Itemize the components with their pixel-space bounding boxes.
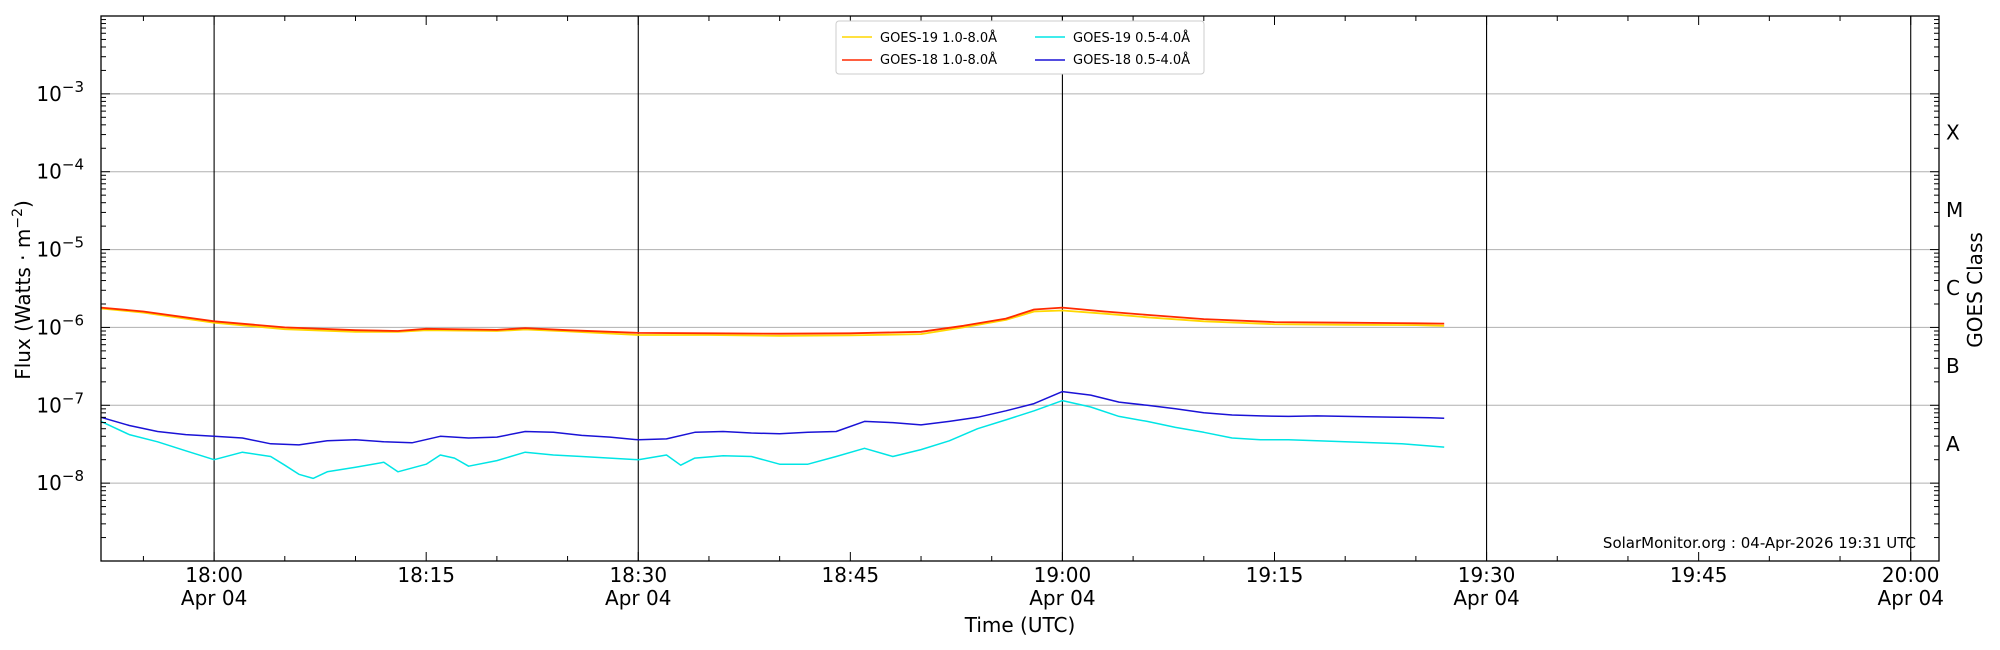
- goes-class-label: M: [1946, 198, 1963, 222]
- x-tick-label: 20:00: [1882, 563, 1940, 587]
- x-tick-label: 18:00: [185, 563, 243, 587]
- grid-layer: [101, 16, 1939, 561]
- legend-text-goes18-short: GOES-18 0.5-4.0Å: [1073, 52, 1190, 68]
- x-tick-date-label: Apr 04: [605, 586, 671, 610]
- x-tick-date-label: Apr 04: [181, 586, 247, 610]
- x-tick-label: 18:30: [609, 563, 667, 587]
- y-tick-label: 10−8: [36, 467, 84, 495]
- series-layer: [100, 306, 1445, 480]
- y-tick-label: 10−7: [36, 389, 84, 417]
- x-tick-label: 18:45: [822, 563, 880, 587]
- right-axis-label: GOES Class: [1963, 232, 1987, 348]
- x-tick-date-label: Apr 04: [1878, 586, 1944, 610]
- x-tick-label: 19:15: [1246, 563, 1304, 587]
- y-axis-label: Flux (Watts · m−2): [10, 200, 35, 380]
- x-tick-label: 19:00: [1034, 563, 1092, 587]
- x-tick-date-label: Apr 04: [1453, 586, 1519, 610]
- series-line-1: [100, 306, 1445, 335]
- legend: GOES-19 1.0-8.0Å GOES-18 1.0-8.0Å GOES-1…: [835, 20, 1205, 75]
- x-tick-label: 19:45: [1670, 563, 1728, 587]
- y-tick-label: 10−4: [36, 156, 84, 184]
- legend-text-goes19-long: GOES-19 1.0-8.0Å: [880, 30, 997, 46]
- series-line-2: [100, 399, 1445, 480]
- x-tick-date-label: Apr 04: [1029, 586, 1095, 610]
- y-tick-label: 10−5: [36, 234, 84, 262]
- x-axis-label: Time (UTC): [964, 613, 1076, 637]
- series-line-0: [100, 307, 1445, 337]
- goes-class-label: B: [1946, 354, 1960, 378]
- y-axis-label-exponent: −2: [10, 208, 26, 229]
- plot-frame: [100, 15, 1940, 562]
- y-tick-label: 10−3: [36, 78, 84, 106]
- series-line-3: [100, 390, 1445, 446]
- goes-class-label: X: [1946, 120, 1960, 144]
- legend-box: [835, 20, 1205, 75]
- goes-class-label: A: [1946, 432, 1960, 456]
- watermark: SolarMonitor.org : 04-Apr-2026 19:31 UTC: [1603, 534, 1916, 552]
- legend-text-goes19-short: GOES-19 0.5-4.0Å: [1073, 30, 1190, 46]
- y-tick-label: 10−6: [36, 311, 84, 339]
- y-axis-label-close: ): [11, 200, 35, 208]
- legend-text-goes18-long: GOES-18 1.0-8.0Å: [880, 52, 997, 68]
- x-tick-label: 18:15: [397, 563, 455, 587]
- goes-class-label: C: [1946, 276, 1960, 300]
- x-tick-label: 19:30: [1458, 563, 1516, 587]
- y-axis-label-main: Flux (Watts · m: [11, 229, 35, 380]
